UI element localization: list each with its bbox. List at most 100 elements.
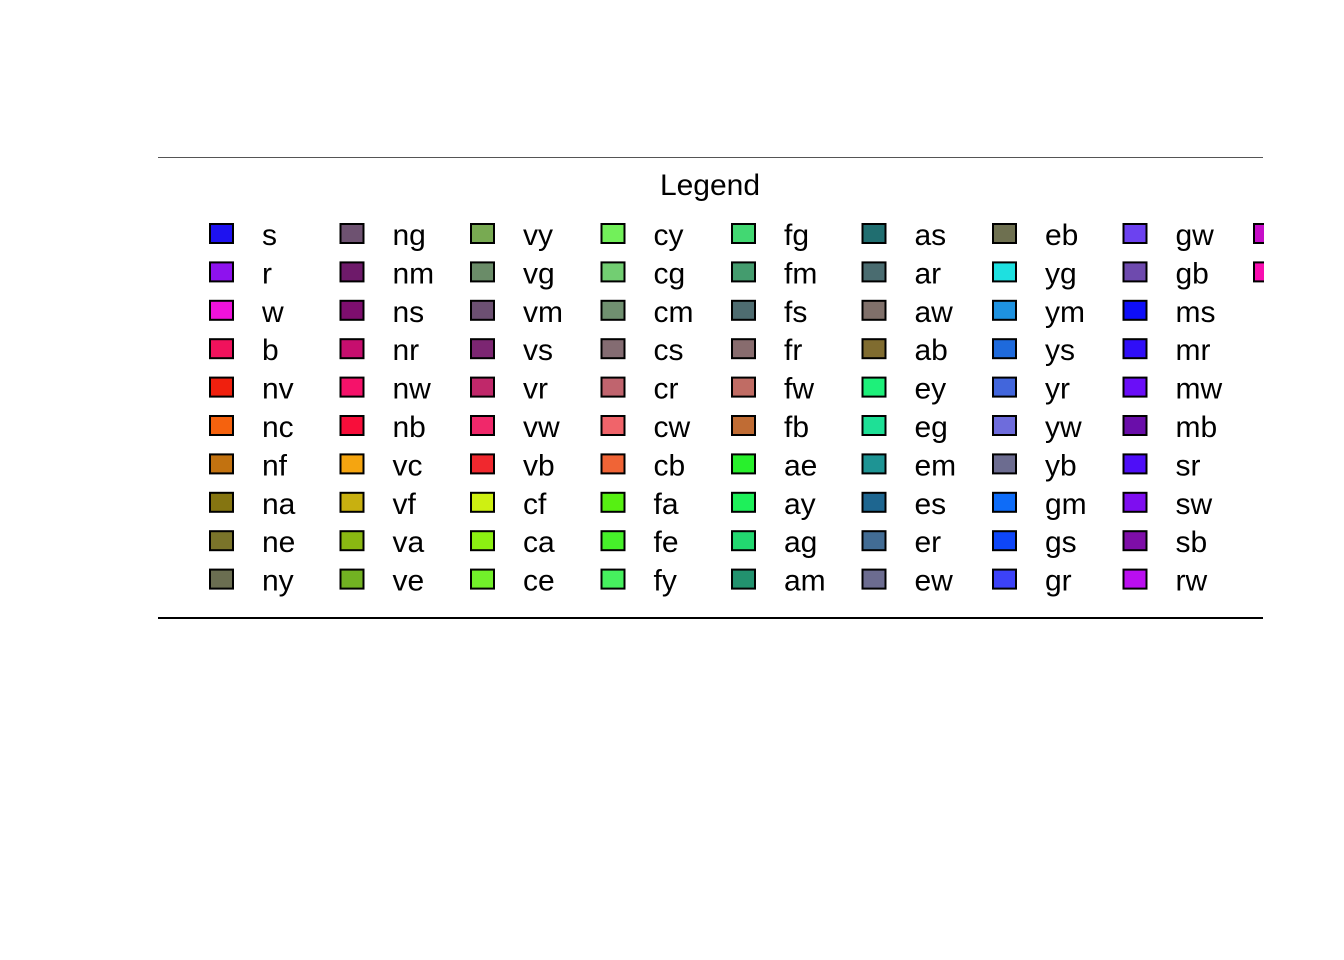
legend-label: fm [784, 257, 817, 290]
legend-key-swatch [209, 376, 234, 398]
legend-item: nf [209, 449, 288, 482]
legend-item: ys [992, 334, 1075, 367]
legend-label: ne [262, 526, 295, 559]
legend-item: ey [861, 373, 946, 406]
legend-label: r [262, 257, 272, 290]
legend-item: ne [209, 526, 295, 559]
legend-item: gw [1122, 219, 1214, 252]
legend-label: vm [523, 296, 563, 329]
legend-label: vw [523, 411, 560, 444]
legend-key-swatch [1122, 338, 1148, 360]
legend-key-swatch [600, 338, 626, 360]
legend-key-swatch [600, 376, 626, 398]
legend-item: nb [339, 411, 426, 444]
legend-label: sb [1176, 526, 1208, 559]
legend-item: ae [731, 449, 817, 482]
legend-item: vr [470, 373, 548, 406]
legend-label: aw [915, 296, 954, 329]
legend-key-swatch [209, 338, 234, 360]
legend-label: cw [654, 411, 691, 444]
legend-key-swatch [731, 530, 756, 552]
legend-label: na [262, 488, 296, 521]
legend-item: ng [339, 219, 426, 252]
legend-label: cy [654, 219, 684, 252]
legend-item: vf [339, 488, 417, 521]
legend-item: fm [731, 257, 817, 290]
legend-item: am [731, 565, 826, 598]
legend-label: em [915, 449, 957, 482]
legend-item: sb [1122, 526, 1208, 559]
legend-key-swatch [209, 223, 234, 244]
legend-label: fa [654, 488, 679, 521]
legend-key-swatch [731, 338, 756, 360]
legend-item: nc [209, 411, 294, 444]
legend-key-swatch [600, 491, 626, 513]
legend-label: vr [523, 373, 548, 406]
legend-entries: srwbnvncnfnanenyngnmnsnrnwnbvcvfvavevyvg… [209, 219, 1264, 598]
legend-item: fr [731, 334, 802, 367]
legend-label: vg [523, 257, 555, 290]
legend-label: ab [915, 334, 948, 367]
legend-label: cf [523, 488, 547, 521]
legend-label: eg [915, 411, 948, 444]
legend-item: as [861, 219, 946, 252]
legend-item: cg [600, 257, 685, 290]
legend-key-swatch [1122, 223, 1148, 244]
legend-item: gm [992, 488, 1087, 521]
legend-key-swatch [209, 299, 234, 321]
legend-key-swatch [861, 453, 887, 475]
legend-label: ca [523, 526, 555, 559]
legend-label: sr [1176, 449, 1201, 482]
legend-label: nf [262, 449, 288, 482]
legend-key-swatch [731, 453, 756, 475]
legend-item: mw [1122, 373, 1222, 406]
legend-label: vc [393, 449, 423, 482]
legend-item: s [209, 219, 277, 252]
legend-label: gm [1045, 488, 1087, 521]
legend-item: fs [731, 296, 807, 329]
legend-label: er [915, 526, 942, 559]
legend-label: ve [393, 565, 425, 598]
legend-item [1253, 261, 1264, 283]
legend-item: ew [861, 565, 953, 598]
legend-item: es [861, 488, 946, 521]
legend-key-swatch [992, 261, 1017, 283]
legend-item: fb [731, 411, 809, 444]
legend-item: cs [600, 334, 684, 367]
legend-label: nr [393, 334, 420, 367]
legend-key-swatch [861, 491, 887, 513]
legend-key-swatch [992, 453, 1017, 475]
legend-key-swatch [861, 376, 887, 398]
legend-item: nm [339, 257, 434, 290]
legend-item: cm [600, 296, 694, 329]
legend-key-swatch [992, 376, 1017, 398]
legend-item: ns [339, 296, 424, 329]
legend-key-swatch [470, 530, 495, 552]
legend-key-swatch [339, 261, 365, 283]
legend-key-swatch [861, 415, 887, 436]
legend-key-swatch [731, 223, 756, 244]
legend-item: vs [470, 334, 553, 367]
legend-label: vy [523, 219, 553, 252]
legend-item: yg [992, 257, 1077, 290]
legend-label: gs [1045, 526, 1077, 559]
legend-key-swatch [731, 261, 756, 283]
legend-label: rw [1176, 565, 1208, 598]
legend-item: fg [731, 219, 809, 252]
legend-item: r [209, 257, 272, 290]
legend-label: ce [523, 565, 555, 598]
legend-key-swatch [209, 453, 234, 475]
legend-key-swatch [1253, 223, 1264, 244]
legend-key-swatch [861, 568, 887, 590]
legend-item: vy [470, 219, 553, 252]
legend-title: Legend [660, 169, 760, 202]
legend-label: vs [523, 334, 553, 367]
legend-key-swatch [209, 530, 234, 552]
legend-item: cr [600, 373, 679, 406]
legend-label: gb [1176, 257, 1209, 290]
legend-label: fr [784, 334, 802, 367]
legend-item: ca [470, 526, 555, 559]
legend-item: vw [470, 411, 560, 444]
legend-key-swatch [1122, 491, 1148, 513]
